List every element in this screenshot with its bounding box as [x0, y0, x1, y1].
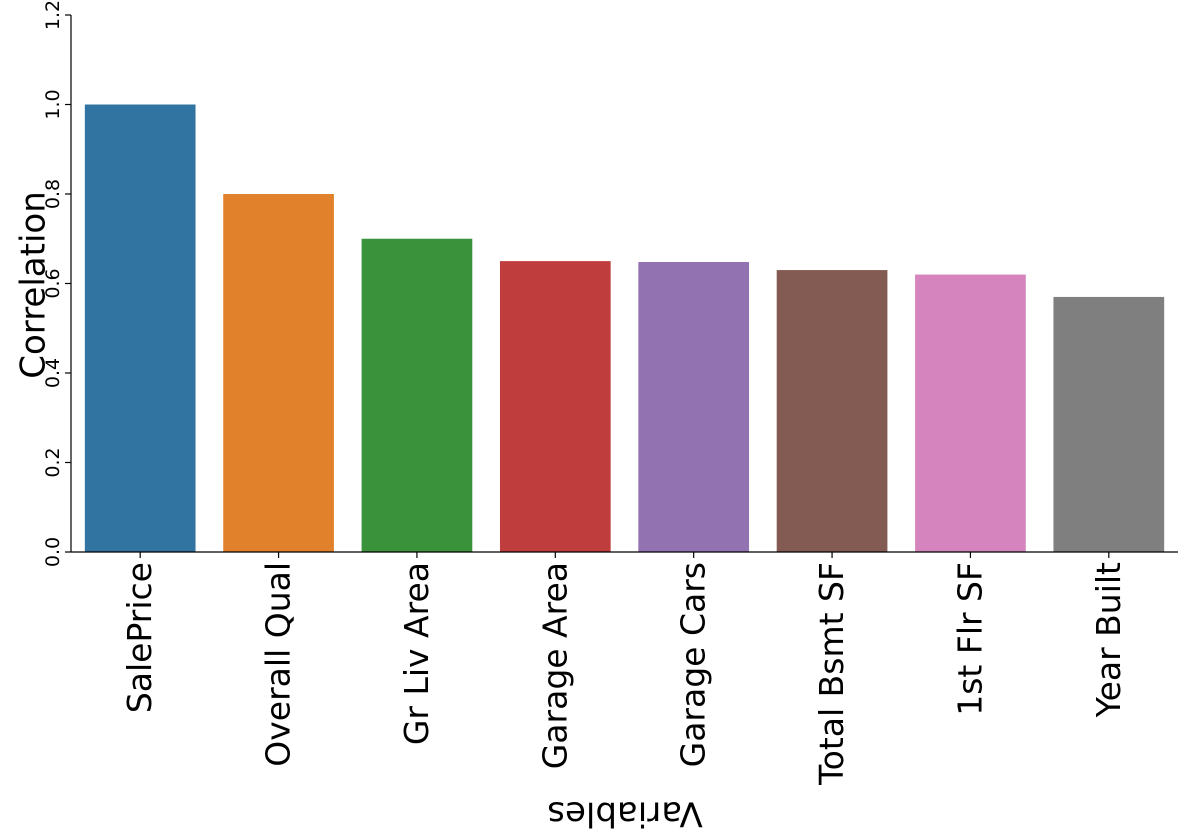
- bar-1st-flr-sf: [915, 274, 1026, 552]
- x-tick-label: Gr Liv Area: [397, 562, 436, 745]
- x-tick-label: Garage Cars: [674, 562, 713, 767]
- y-axis-ticks: 0.0 0.2 0.4 0.6 0.8 1.0 1.2: [42, 0, 71, 567]
- y-axis-title: Correlation: [14, 191, 54, 378]
- bar-overall-qual: [223, 194, 334, 552]
- x-tick-label: Total Bsmt SF: [812, 562, 851, 786]
- x-tick-label: Year Built: [1089, 562, 1128, 718]
- x-tick-label: Overall Qual: [259, 562, 298, 767]
- y-tick-label: 1.2: [42, 0, 64, 30]
- x-tick-label: Garage Area: [535, 562, 574, 769]
- y-tick-label: 1.0: [42, 89, 64, 119]
- y-tick-label: 0.8: [42, 179, 64, 209]
- x-tick-label: 1st Flr SF: [950, 562, 989, 716]
- bar-total-bsmt-sf: [776, 270, 888, 552]
- bar-gr-liv-area: [361, 238, 473, 552]
- bars-group: [84, 104, 1165, 552]
- y-tick-label: 0.4: [42, 358, 64, 388]
- bar-saleprice: [84, 104, 196, 552]
- bar-garage-cars: [638, 262, 750, 552]
- bar-year-built: [1053, 296, 1165, 552]
- x-tick-label: SalePrice: [120, 562, 159, 713]
- bar-garage-area: [499, 261, 611, 552]
- x-axis-title: Variables: [547, 794, 702, 833]
- y-tick-label: 0.2: [42, 447, 64, 477]
- y-tick-label: 0.0: [42, 537, 64, 567]
- x-axis-ticks: SalePrice Overall Qual Gr Liv Area Garage A…: [120, 552, 1128, 786]
- y-tick-label: 0.6: [42, 268, 64, 298]
